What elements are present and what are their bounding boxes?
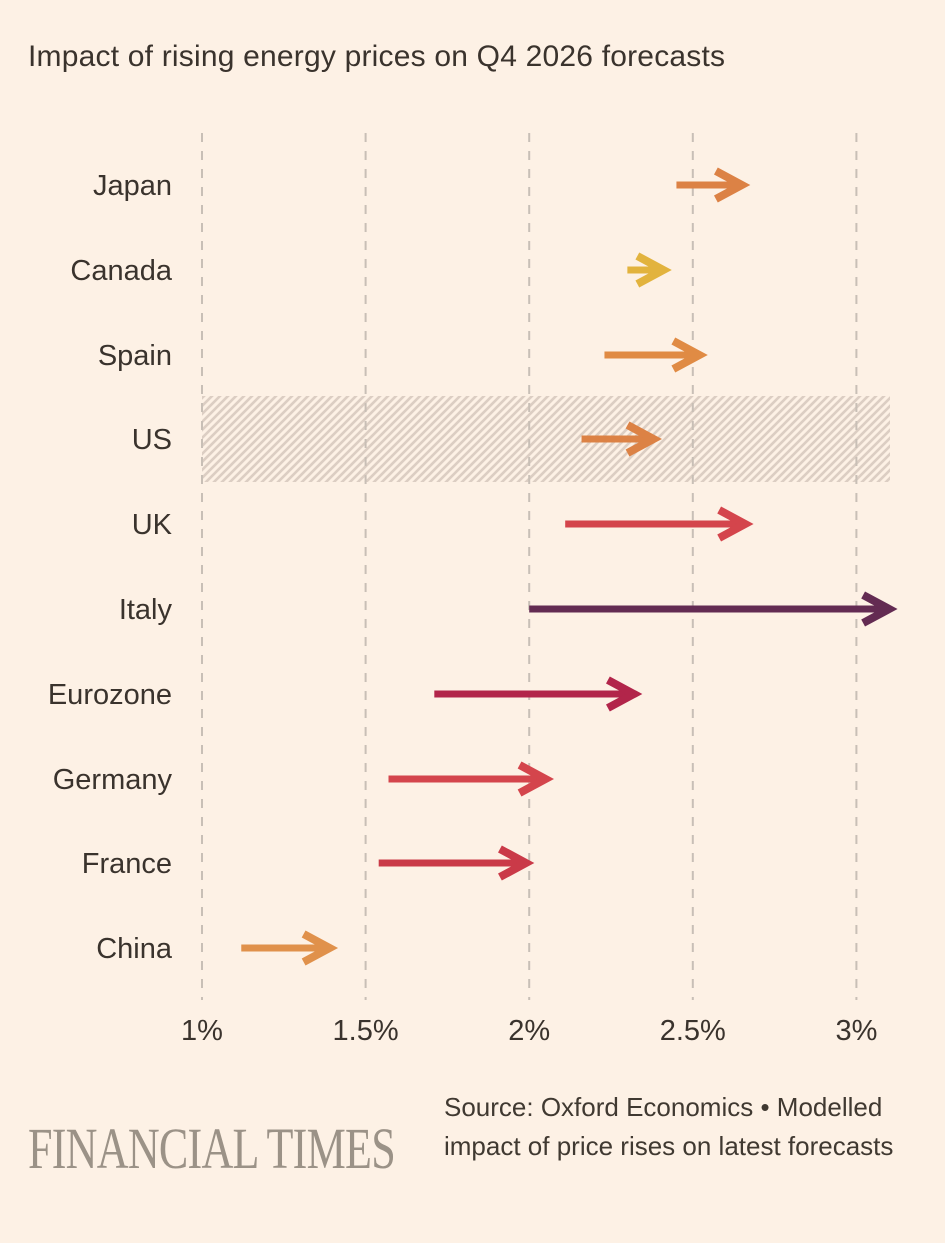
arrow-china <box>241 930 339 966</box>
category-label-japan: Japan <box>93 170 172 202</box>
category-label-eurozone: Eurozone <box>48 679 172 711</box>
category-label-france: France <box>82 848 172 880</box>
chart-title: Impact of rising energy prices on Q4 202… <box>28 40 726 73</box>
arrow-eurozone <box>434 676 643 712</box>
arrow-germany <box>388 761 554 797</box>
highlight-band <box>202 396 890 482</box>
arrow-uk <box>565 506 754 542</box>
arrow-canada <box>627 252 672 288</box>
arrow-italy <box>529 591 898 627</box>
x-tick-label-3pct: 3% <box>835 1015 877 1047</box>
arrow-france <box>378 845 535 881</box>
category-label-italy: Italy <box>119 594 173 626</box>
category-label-spain: Spain <box>98 340 172 372</box>
category-label-uk: UK <box>132 509 173 541</box>
category-label-germany: Germany <box>53 764 173 796</box>
source-note: Source: Oxford Economics • Modelled impa… <box>444 1092 894 1161</box>
arrow-spain <box>604 337 708 373</box>
arrow-japan <box>676 167 751 203</box>
category-label-china: China <box>96 933 173 965</box>
category-label-us: US <box>132 424 172 456</box>
arrow-us <box>581 421 662 457</box>
x-tick-label-1pct: 1% <box>181 1015 223 1047</box>
x-tick-label-2.5pct: 2.5% <box>660 1015 726 1047</box>
x-tick-label-2pct: 2% <box>508 1015 550 1047</box>
category-label-canada: Canada <box>70 255 172 287</box>
ft-logo: FINANCIAL TIMES <box>28 1116 396 1181</box>
x-tick-label-1.5pct: 1.5% <box>333 1015 399 1047</box>
